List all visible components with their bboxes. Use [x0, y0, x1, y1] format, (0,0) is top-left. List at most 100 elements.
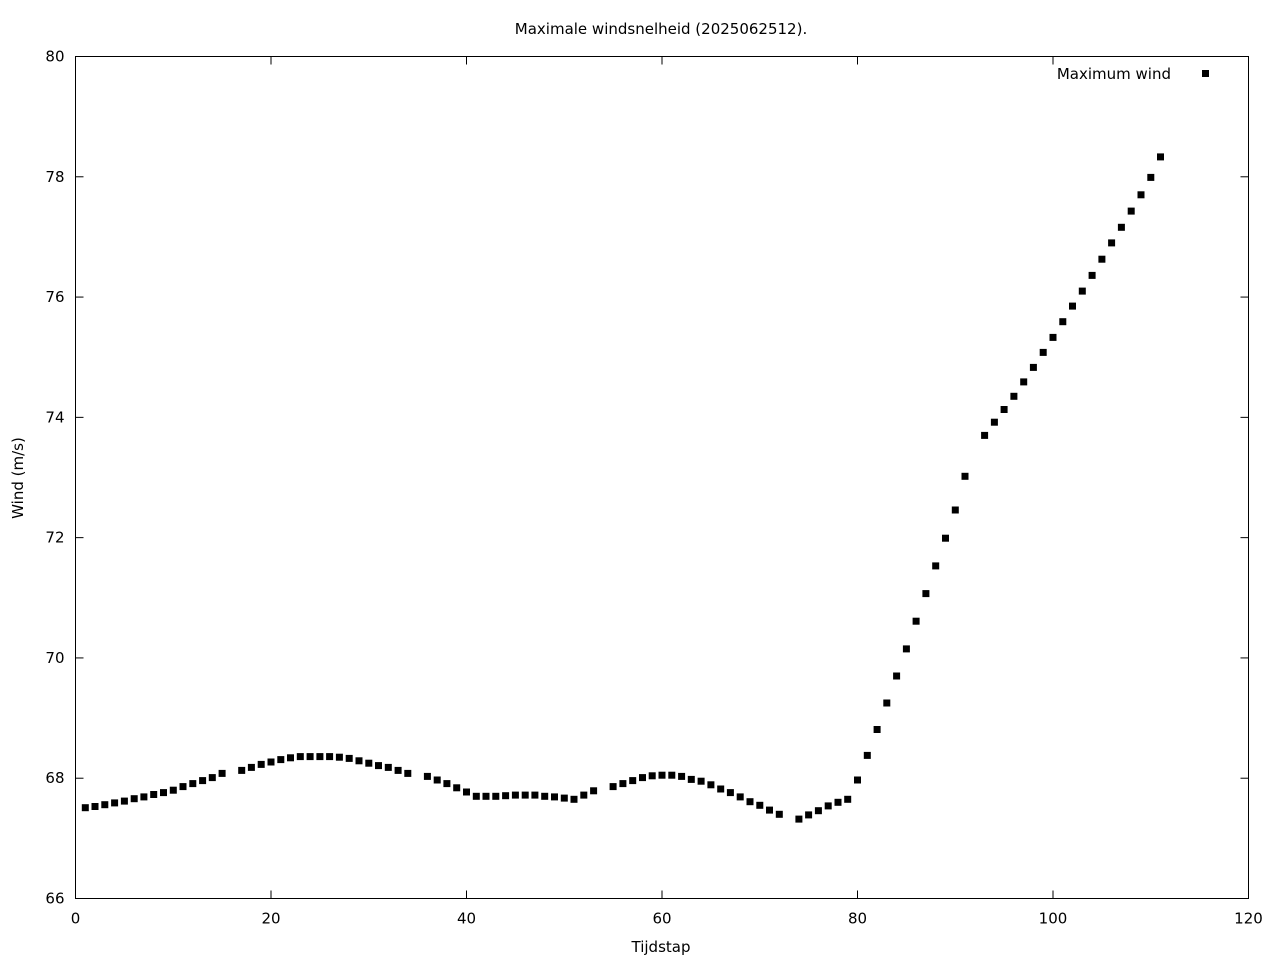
data-point: [433, 776, 441, 784]
data-point: [981, 431, 989, 439]
data-point: [1000, 406, 1008, 413]
legend-marker: [1202, 70, 1209, 77]
data-point: [854, 776, 861, 784]
x-tick-label: 20: [261, 910, 280, 928]
data-point: [912, 617, 920, 625]
data-point: [922, 590, 930, 598]
y-axis-label: Wind (m/s): [9, 437, 27, 519]
data-point: [707, 781, 715, 789]
data-point: [834, 798, 842, 806]
data-point: [257, 760, 265, 768]
data-point: [560, 794, 568, 802]
data-point: [844, 795, 852, 803]
x-axis-label: Tijdstap: [631, 938, 691, 956]
legend-label: Maximum wind: [1057, 65, 1171, 83]
data-point: [775, 810, 783, 818]
x-tick-label: 60: [652, 910, 671, 928]
data-point: [375, 762, 382, 770]
data-point: [883, 699, 891, 707]
data-point: [101, 801, 109, 809]
data-point: [140, 793, 148, 801]
chart-title: Maximale windsnelheid (2025062512).: [515, 20, 807, 38]
x-tick-label: 40: [457, 910, 476, 928]
data-point: [1059, 318, 1067, 326]
y-tick-label: 78: [45, 168, 64, 186]
data-point: [1127, 207, 1135, 215]
data-point: [863, 751, 871, 759]
data-point: [873, 726, 881, 733]
data-point: [1098, 255, 1106, 263]
data-point: [619, 780, 627, 788]
plot-frame: [75, 56, 1249, 899]
data-point: [247, 763, 255, 771]
data-point: [335, 753, 343, 761]
data-point: [169, 786, 177, 794]
data-point: [1049, 333, 1057, 341]
data-point: [365, 759, 373, 767]
data-point: [814, 807, 822, 815]
y-tick-label: 74: [45, 408, 64, 426]
data-point: [208, 774, 216, 782]
axis-ticks: 0 20 40 60 80 100 120 66 68 70 72 74 76 78 80: [45, 48, 1262, 928]
data-point: [639, 774, 646, 782]
data-point: [91, 803, 99, 810]
data-point: [1157, 153, 1164, 161]
data-point: [1010, 392, 1018, 400]
data-points: [81, 153, 1164, 823]
data-point: [766, 806, 773, 814]
data-point: [443, 780, 451, 788]
data-point: [1108, 239, 1116, 247]
legend: Maximum wind: [1057, 65, 1209, 83]
data-point: [463, 788, 470, 796]
x-tick-label: 0: [71, 910, 81, 928]
data-point: [150, 791, 158, 798]
data-point: [687, 775, 695, 783]
data-point: [756, 801, 764, 809]
data-point: [453, 784, 461, 792]
data-point: [130, 795, 138, 803]
data-point: [726, 789, 734, 797]
data-point: [502, 792, 510, 800]
data-point: [668, 771, 676, 779]
y-tick-label: 72: [45, 529, 64, 547]
y-tick-label: 68: [45, 769, 64, 787]
data-point: [893, 672, 901, 680]
data-point: [287, 754, 294, 762]
data-point: [961, 472, 969, 480]
data-point: [717, 785, 725, 793]
data-point: [472, 792, 480, 800]
data-point: [590, 787, 598, 795]
y-tick-label: 76: [45, 288, 64, 306]
data-point: [1078, 287, 1086, 295]
data-point: [218, 769, 226, 777]
data-point: [316, 753, 324, 761]
data-point: [1117, 223, 1125, 231]
data-point: [678, 772, 686, 780]
data-point: [511, 791, 519, 799]
data-point: [1039, 348, 1047, 356]
data-point: [238, 766, 246, 774]
y-tick-label: 70: [45, 649, 64, 667]
x-tick-label: 120: [1234, 910, 1263, 928]
data-point: [423, 772, 431, 780]
data-point: [942, 534, 949, 542]
data-point: [531, 791, 539, 799]
data-point: [326, 753, 334, 761]
data-point: [482, 792, 490, 800]
data-point: [111, 799, 119, 807]
data-point: [951, 506, 959, 514]
data-point: [306, 753, 314, 761]
data-point: [609, 783, 617, 791]
data-point: [179, 783, 187, 791]
x-tick-label: 80: [848, 910, 867, 928]
data-point: [404, 769, 412, 777]
data-point: [345, 754, 353, 762]
data-point: [658, 771, 666, 779]
data-point: [492, 792, 500, 800]
data-point: [1029, 363, 1037, 371]
data-point: [1137, 191, 1145, 199]
data-point: [697, 777, 705, 785]
data-point: [551, 793, 558, 801]
data-point: [648, 772, 656, 780]
